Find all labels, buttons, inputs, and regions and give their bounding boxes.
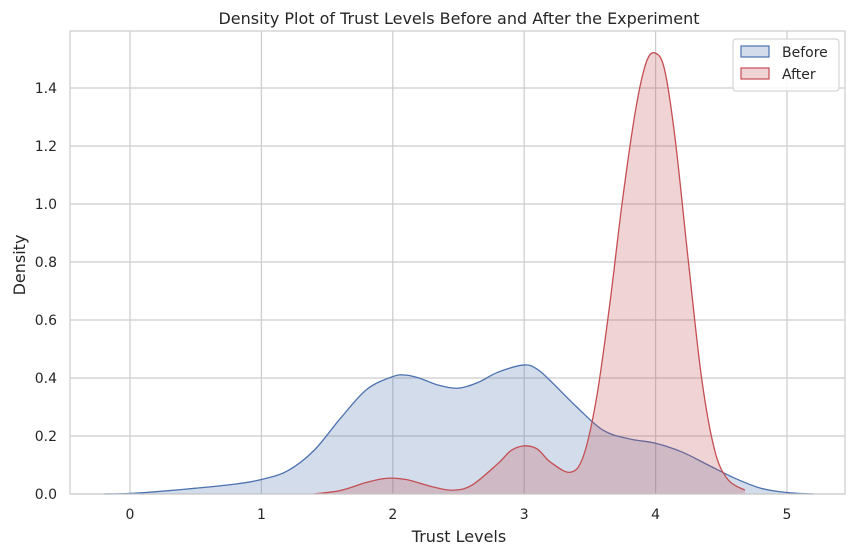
- x-tick-label: 0: [126, 507, 135, 523]
- y-tick-label: 0.2: [35, 429, 57, 445]
- plot-frame: [69, 30, 846, 495]
- before-density-line: [103, 364, 814, 495]
- y-tick-label: 0.6: [35, 313, 57, 329]
- after-density-line: [313, 52, 746, 495]
- y-tick-label: 1.4: [35, 81, 57, 97]
- chart-title: Density Plot of Trust Levels Before and …: [218, 9, 699, 28]
- x-tick-label: 1: [257, 507, 266, 523]
- y-tick-label: 0.4: [35, 371, 57, 387]
- legend-label-before: Before: [782, 45, 828, 61]
- x-tick-label: 2: [388, 507, 397, 523]
- x-axis-label: Trust Levels: [411, 527, 506, 546]
- legend-swatch-after: [740, 67, 770, 80]
- y-tick-label: 1.0: [35, 197, 57, 213]
- legend-label-after: After: [782, 67, 816, 83]
- x-tick-label: 3: [520, 507, 529, 523]
- y-tick-label: 1.2: [35, 139, 57, 155]
- y-axis-label: Density: [10, 235, 29, 296]
- x-tick-label: 5: [783, 507, 792, 523]
- x-tick-label: 4: [651, 507, 660, 523]
- y-tick-label: 0.0: [35, 487, 57, 503]
- before-density-area: [103, 364, 814, 494]
- after-density-area: [313, 52, 745, 495]
- legend-swatch-before: [740, 45, 770, 58]
- legend-box: [732, 38, 840, 92]
- y-tick-label: 0.8: [35, 255, 57, 271]
